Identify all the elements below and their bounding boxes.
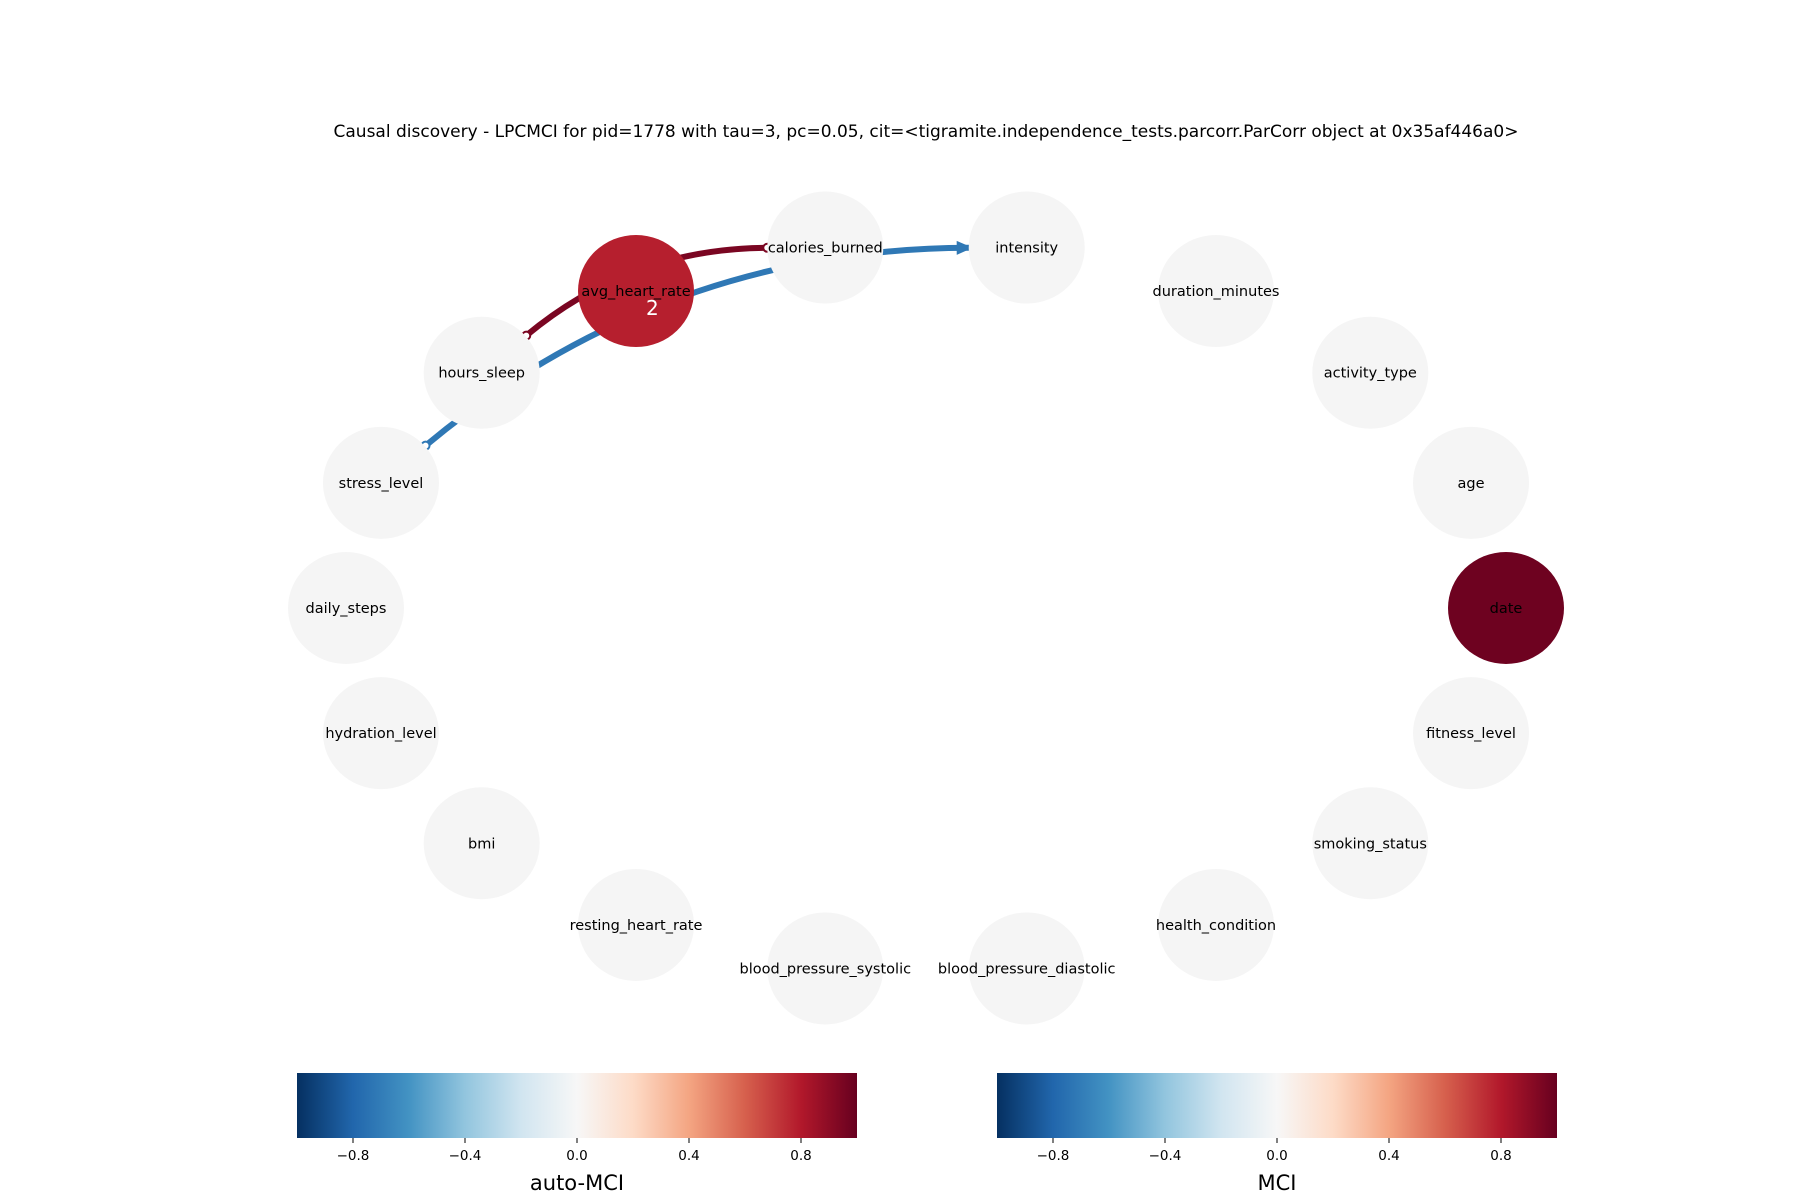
colorbar-mci: −0.8 −0.4 0.0 0.4 0.8 MCI <box>997 1073 1557 1195</box>
node-health_condition: health_condition <box>1156 868 1276 981</box>
colorbar-tick-label: −0.4 <box>449 1148 482 1164</box>
node-hours_sleep: hours_sleep <box>423 316 540 429</box>
colorbar-gradient <box>997 1073 1557 1138</box>
colorbar-tick-label: 0.8 <box>790 1148 811 1164</box>
node-hydration_level: hydration_level <box>322 677 439 790</box>
colorbar-label: auto-MCI <box>530 1171 624 1195</box>
colorbar-tick-label: 0.0 <box>1266 1148 1287 1164</box>
node-bmi: bmi <box>423 787 540 900</box>
node-circle <box>968 912 1085 1025</box>
node-intensity: intensity <box>968 191 1085 304</box>
node-stress_level: stress_level <box>322 426 439 539</box>
node-label: bmi <box>468 836 495 852</box>
colorbar-label: MCI <box>1258 1171 1297 1195</box>
colorbar-tick-label: 0.4 <box>678 1148 699 1164</box>
node-label: calories_burned <box>768 241 883 257</box>
node-label: hydration_level <box>325 726 436 742</box>
node-label: date <box>1490 601 1523 617</box>
node-blood_pressure_systolic: blood_pressure_systolic <box>739 912 911 1025</box>
node-circle <box>767 912 884 1025</box>
node-circle <box>423 316 540 429</box>
node-label: avg_heart_rate <box>581 284 690 300</box>
node-label: fitness_level <box>1426 726 1516 742</box>
colorbar-tick-label: 0.8 <box>1490 1148 1511 1164</box>
figure-title: Causal discovery - LPCMCI for pid=1778 w… <box>334 122 1519 142</box>
node-activity_type: activity_type <box>1312 316 1429 429</box>
node-smoking_status: smoking_status <box>1312 787 1429 900</box>
nodes-layer: intensity duration_minutes activity_typeag… <box>288 191 1564 1025</box>
node-duration_minutes: duration_minutes <box>1153 235 1280 348</box>
node-label: intensity <box>995 241 1058 257</box>
node-label: age <box>1458 476 1485 492</box>
node-circle <box>1312 787 1429 900</box>
colorbar-gradient <box>297 1073 857 1138</box>
node-blood_pressure_diastolic: blood_pressure_diastolic <box>938 912 1116 1025</box>
node-circle <box>1158 235 1274 348</box>
node-label: daily_steps <box>306 601 387 617</box>
node-label: blood_pressure_systolic <box>739 961 911 977</box>
node-circle <box>322 677 439 790</box>
node-circle <box>1448 552 1564 664</box>
colorbars-layer: −0.8 −0.4 0.0 0.4 0.8 auto-MCI −0.8 −0.4 0.0 0.4 0… <box>297 1073 1557 1195</box>
node-circle <box>767 191 884 304</box>
node-label: stress_level <box>339 476 424 492</box>
node-age: age <box>1413 426 1530 539</box>
colorbar-tick-label: −0.8 <box>337 1148 370 1164</box>
node-label: blood_pressure_diastolic <box>938 961 1116 977</box>
node-resting_heart_rate: resting_heart_rate <box>570 868 703 981</box>
node-circle <box>1312 316 1429 429</box>
node-label: resting_heart_rate <box>570 918 703 934</box>
node-circle <box>1158 868 1274 981</box>
node-label: activity_type <box>1324 366 1417 382</box>
node-circle <box>578 868 694 981</box>
node-fitness_level: fitness_level <box>1413 677 1530 790</box>
node-label: hours_sleep <box>438 366 525 382</box>
colorbar-auto-mci: −0.8 −0.4 0.0 0.4 0.8 auto-MCI <box>297 1073 857 1195</box>
colorbar-tick-label: 0.4 <box>1378 1148 1399 1164</box>
node-circle <box>288 552 404 664</box>
node-label: health_condition <box>1156 918 1276 934</box>
node-circle <box>1413 677 1530 790</box>
edge-lag-label: 2 <box>646 296 659 320</box>
edge-arrowhead <box>956 240 973 255</box>
node-circle <box>968 191 1085 304</box>
node-circle <box>423 787 540 900</box>
node-label: smoking_status <box>1314 836 1427 852</box>
colorbar-tick-label: 0.0 <box>566 1148 587 1164</box>
node-date: date <box>1448 552 1564 664</box>
node-avg_heart_rate: avg_heart_rate <box>578 235 694 348</box>
node-circle <box>322 426 439 539</box>
colorbar-tick-label: −0.8 <box>1037 1148 1070 1164</box>
edge-labels-layer: 2 <box>646 296 659 320</box>
colorbar-tick-label: −0.4 <box>1149 1148 1182 1164</box>
node-circle <box>1413 426 1530 539</box>
node-label: duration_minutes <box>1153 284 1280 300</box>
node-circle <box>578 235 694 348</box>
node-daily_steps: daily_steps <box>288 552 404 664</box>
node-calories_burned: calories_burned <box>767 191 884 304</box>
